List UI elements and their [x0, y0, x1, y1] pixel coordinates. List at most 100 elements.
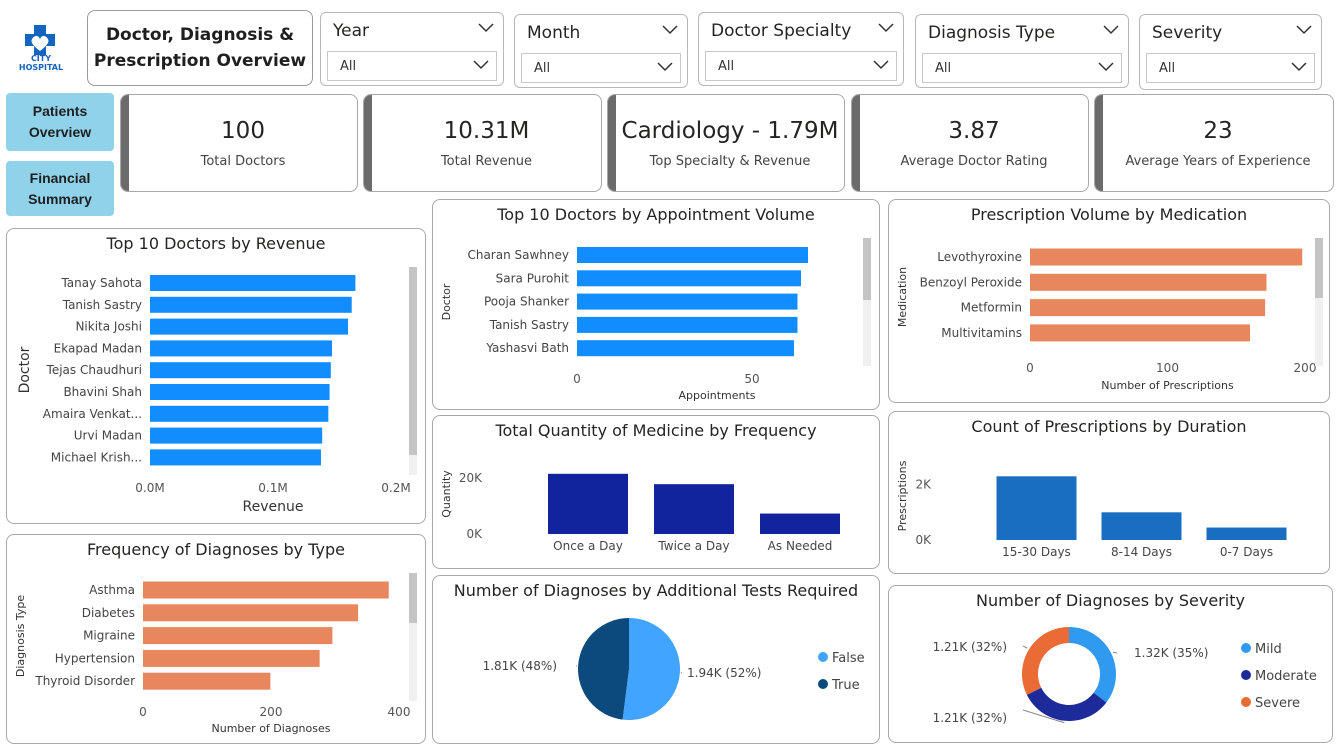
legend-marker[interactable] — [1241, 697, 1251, 707]
bar[interactable] — [143, 649, 320, 667]
scrollbar-track[interactable] — [863, 238, 871, 366]
diagnoses-type-chart-card: Frequency of Diagnoses by Type Asthma Dia… — [6, 534, 426, 744]
bar[interactable] — [1030, 248, 1303, 266]
button-label: Financial — [29, 169, 91, 186]
bar[interactable] — [577, 270, 801, 287]
button-label: Summary — [28, 190, 92, 207]
scrollbar-track[interactable] — [409, 573, 417, 701]
chevron-down-icon[interactable] — [877, 21, 895, 35]
doctor-specialty-slicer[interactable]: Doctor Specialty All — [698, 12, 904, 86]
chevron-down-icon[interactable] — [1295, 23, 1313, 37]
chevron-down-icon[interactable] — [872, 58, 890, 72]
financial-summary-button[interactable]: Financial Summary — [6, 161, 114, 216]
bar[interactable] — [150, 296, 352, 313]
chevron-down-icon[interactable] — [656, 60, 674, 74]
legend-label[interactable]: Mild — [1255, 642, 1282, 657]
diagnosis-type-dropdown[interactable]: All — [922, 53, 1122, 83]
bar[interactable] — [1030, 299, 1266, 317]
column[interactable] — [548, 473, 628, 534]
chevron-down-icon[interactable] — [1102, 23, 1120, 37]
slice-data-label: 1.94K (52%) — [687, 666, 761, 680]
bar[interactable] — [150, 340, 333, 357]
bar[interactable] — [143, 581, 389, 599]
severity-dropdown[interactable]: All — [1146, 53, 1315, 83]
severity-slicer[interactable]: Severity All — [1139, 14, 1322, 90]
chart-title: Number of Diagnoses by Severity — [976, 591, 1245, 610]
bar[interactable] — [150, 318, 349, 335]
slice-data-label: 1.32K (35%) — [1134, 646, 1208, 660]
button-label: Overview — [28, 124, 92, 140]
legend-marker[interactable] — [818, 652, 828, 662]
frequency-chart-card: Total Quantity of Medicine by Frequency … — [432, 415, 880, 569]
legend-marker[interactable] — [1241, 670, 1251, 680]
kpi-accent-bar — [608, 95, 616, 191]
bar[interactable] — [1030, 273, 1267, 291]
bar[interactable] — [1030, 324, 1250, 342]
bar[interactable] — [150, 362, 331, 379]
bar[interactable] — [150, 427, 323, 444]
column[interactable] — [996, 476, 1077, 540]
slice[interactable] — [622, 618, 680, 720]
slice[interactable] — [1069, 627, 1116, 703]
revenue-chart-card: Top 10 Doctors by Revenue Tanay Sahota Ta… — [6, 228, 426, 524]
bar[interactable] — [577, 340, 794, 357]
bar[interactable] — [143, 627, 333, 645]
scrollbar-track[interactable] — [1315, 238, 1323, 366]
bar[interactable] — [577, 247, 808, 263]
kpi-accent-bar — [1095, 95, 1103, 191]
bar[interactable] — [143, 672, 271, 690]
doctor-specialty-dropdown[interactable]: All — [705, 51, 897, 81]
column[interactable] — [1101, 512, 1182, 540]
legend-label[interactable]: False — [832, 651, 865, 666]
chevron-down-icon[interactable] — [1290, 60, 1308, 74]
category-label: Sara Purohit — [496, 271, 570, 285]
diagnosis-type-slicer[interactable]: Diagnosis Type All — [915, 14, 1129, 88]
legend-label[interactable]: True — [831, 678, 860, 693]
chart-title: Top 10 Doctors by Revenue — [106, 234, 326, 253]
legend-label[interactable]: Severe — [1255, 696, 1300, 711]
chevron-down-icon[interactable] — [477, 21, 495, 35]
chart-title: Frequency of Diagnoses by Type — [87, 540, 345, 559]
year-dropdown[interactable]: All — [327, 51, 497, 81]
bar[interactable] — [143, 604, 359, 622]
year-slicer[interactable]: Year All — [320, 12, 504, 86]
slicer-label: Diagnosis Type — [928, 23, 1056, 43]
chevron-down-icon[interactable] — [661, 23, 679, 37]
bar[interactable] — [150, 275, 356, 291]
x-tick-label: 200 — [260, 705, 283, 719]
y-axis-title: Diagnosis Type — [14, 595, 27, 677]
bar[interactable] — [150, 405, 329, 422]
y-tick-label: 2K — [915, 478, 932, 492]
x-tick-label: 200 — [1294, 361, 1317, 375]
column[interactable] — [760, 513, 840, 534]
appointments-bar-chart: Charan Sawhney Sara Purohit Pooja Shanker T… — [440, 238, 871, 402]
category-label: Migraine — [83, 629, 135, 643]
bar[interactable] — [577, 293, 798, 310]
chevron-down-icon[interactable] — [1097, 60, 1115, 74]
category-label: Multivitamins — [941, 326, 1022, 340]
kpi-label: Total Doctors — [200, 154, 286, 169]
scrollbar-thumb[interactable] — [863, 238, 871, 300]
patients-overview-button[interactable]: Patients Overview — [6, 93, 114, 151]
bar[interactable] — [150, 384, 330, 400]
severity-donut-chart: 1.32K (35%) Mild 1.21K (32%) Moderate 1.21K … — [933, 627, 1317, 725]
chevron-down-icon[interactable] — [472, 58, 490, 72]
scrollbar-thumb[interactable] — [1315, 238, 1323, 298]
column[interactable] — [654, 484, 734, 534]
slice[interactable] — [577, 618, 629, 720]
category-label: Asthma — [89, 583, 135, 597]
bar[interactable] — [150, 449, 321, 466]
slice[interactable] — [1026, 687, 1107, 721]
legend-label[interactable]: Moderate — [1255, 669, 1317, 684]
legend-marker[interactable] — [818, 679, 828, 689]
scrollbar-thumb[interactable] — [409, 267, 417, 455]
scrollbar-thumb[interactable] — [409, 573, 417, 623]
slice[interactable] — [1022, 627, 1069, 695]
kpi-label: Top Specialty & Revenue — [649, 154, 811, 169]
category-label: Tanish Sastry — [62, 298, 142, 312]
legend-marker[interactable] — [1241, 643, 1251, 653]
bar[interactable] — [577, 316, 798, 333]
month-dropdown[interactable]: All — [521, 53, 681, 83]
month-slicer[interactable]: Month All — [514, 14, 688, 88]
column[interactable] — [1206, 527, 1287, 540]
